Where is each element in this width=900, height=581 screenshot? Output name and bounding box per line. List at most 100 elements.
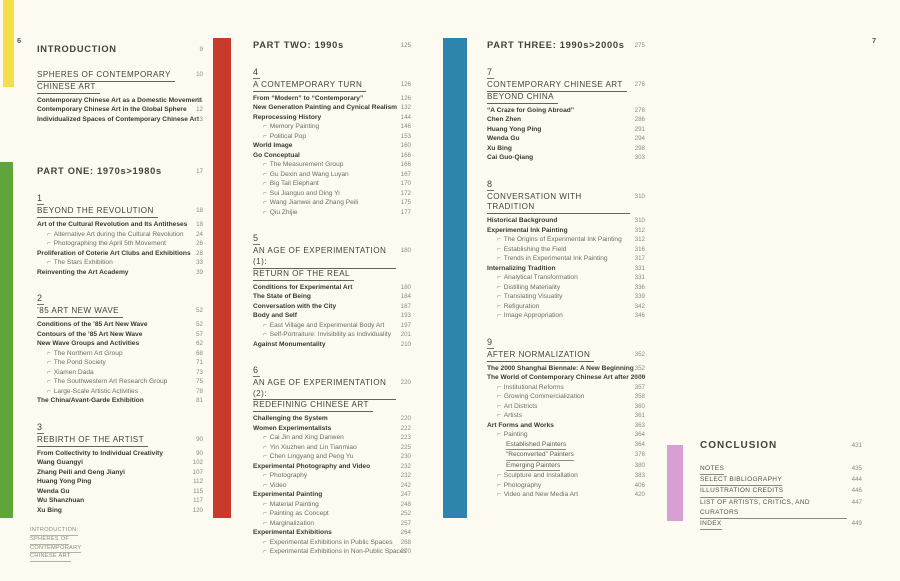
- return-arrow-icon: ⌐: [263, 180, 267, 188]
- chapter-title-row: REBIRTH OF THE ARTIST 90: [37, 435, 203, 447]
- page-number: 447: [851, 498, 862, 506]
- chapter-title-row: A CONTEMPORARY TURN 126: [253, 80, 411, 92]
- page-number: 39: [196, 268, 203, 276]
- toc-entry-label: Video and New Media Art: [503, 491, 579, 499]
- toc-entry-label: Big Tail Elephant: [269, 180, 319, 188]
- toc-entry: ⌐ The Southwestern Art Research Group 75: [37, 377, 203, 387]
- chapter-block: 5 AN AGE OF EXPERIMENTATION (1): RETURN OF…: [253, 232, 411, 349]
- toc-entry-label: Experimental Exhibitions: [253, 529, 332, 537]
- page-number: 62: [196, 340, 203, 348]
- toc-entry-label: Experimental Exhibitions in Non-Public S…: [269, 548, 407, 556]
- toc-entry: ⌐ Political Pop 153: [253, 132, 411, 142]
- chapter-title-row: BEYOND THE REVOLUTION 18: [37, 206, 203, 219]
- chapter-number: 4: [253, 67, 260, 79]
- toc-entry-label: Wang Guangyi: [37, 459, 83, 467]
- toc-entry: Women Experimentalists 222: [253, 424, 411, 434]
- page-number: 357: [634, 383, 645, 391]
- toc-entry-label: The Origins of Experimental Ink Painting: [503, 236, 622, 244]
- part-heading-label: INTRODUCTION: [37, 44, 117, 54]
- return-arrow-icon: ⌐: [263, 208, 267, 216]
- return-arrow-icon: ⌐: [47, 359, 51, 367]
- toc-entry: Huang Yong Ping 112: [37, 477, 203, 487]
- part-heading: PART TWO: 1990s 125: [253, 40, 411, 51]
- toc-entry: Contemporary Chinese Art in the Global S…: [37, 105, 203, 115]
- toc-entry-label: Conversation with the City: [253, 302, 337, 310]
- page-number: 431: [851, 442, 862, 449]
- toc-entry: ⌐ Experimental Exhibitions in Public Spac…: [253, 538, 411, 548]
- page-number: 193: [400, 312, 411, 320]
- page-number: 180: [400, 247, 411, 255]
- chapter-number: 1: [37, 193, 44, 206]
- chapter-block: 9 AFTER NORMALIZATION 352 The 2000 Shanghai…: [487, 336, 645, 500]
- page-number: 291: [634, 125, 645, 133]
- chapter-title: SPHERES OF CONTEMPORARY CHINESE ART: [37, 70, 175, 94]
- toc-entry: ⌐ Painting as Concept 252: [253, 509, 411, 519]
- chapter-title-line: REBIRTH OF THE ARTIST: [37, 435, 149, 447]
- toc-entry-label: Photography: [503, 481, 542, 489]
- page-number: 18: [196, 221, 203, 229]
- toc-entry: ⌐ Gu Dexin and Wang Luyan 167: [253, 170, 411, 180]
- page-number: 444: [851, 476, 862, 484]
- page-number: 170: [400, 180, 411, 188]
- page-number: 90: [196, 449, 203, 457]
- toc-entry-label: Growing Commercialization: [503, 393, 585, 401]
- toc-entry-label: Against Monumentality: [253, 340, 326, 348]
- toc-entry: ⌐ Video 242: [253, 481, 411, 491]
- page-number: 71: [196, 359, 203, 367]
- return-arrow-icon: ⌐: [263, 453, 267, 461]
- toc-entry: Cai Guo-Qiang 303: [487, 153, 645, 163]
- toc-entry: Against Monumentality 210: [253, 340, 411, 350]
- page-number: 166: [400, 151, 411, 159]
- page-number: 364: [634, 440, 645, 448]
- toc-entry-label: Proliferation of Coterie Art Clubs and E…: [37, 249, 191, 257]
- page-number: 358: [634, 393, 645, 401]
- toc-entry: Individualized Spaces of Contemporary Ch…: [37, 115, 203, 125]
- toc-entry: ⌐ Artists 361: [487, 411, 645, 421]
- toc-entry-label: New Generation Painting and Cynical Real…: [253, 104, 398, 112]
- page-number: 115: [193, 487, 203, 495]
- page-number: 26: [196, 240, 203, 248]
- page-number: 232: [400, 472, 411, 480]
- chapter-title-line: CHINESE ART: [37, 82, 100, 94]
- chapter-block: 6 AN AGE OF EXPERIMENTATION (2): REDEFININ…: [253, 364, 411, 557]
- toc-entry-label: Self-Portraiture: Invisibility as Indivi…: [269, 331, 392, 339]
- chapter-title-line: CONTEMPORARY CHINESE ART: [487, 80, 627, 92]
- toc-entry-label: Wang Jianwei and Zhang Peili: [269, 199, 359, 207]
- toc-entry: ⌐ Large-Scale Artistic Activities 78: [37, 387, 203, 397]
- chapter-title-line: BEYOND THE REVOLUTION: [37, 206, 158, 219]
- toc-entry: Art Forms and Works 363: [487, 421, 645, 431]
- page-number: 13: [196, 115, 203, 123]
- toc-entry-label: The 2000 Shanghai Biennale: A New Beginn…: [487, 364, 634, 372]
- toc-entry: ⌐ Photography 406: [487, 481, 645, 491]
- return-arrow-icon: ⌐: [263, 199, 267, 207]
- toc-entry-label: Conditions of the ’85 Art New Wave: [37, 321, 148, 329]
- page-number: 303: [634, 154, 645, 162]
- toc-entry-label: “Reconverted” Painters: [506, 450, 574, 461]
- chapter-block: 2’85 ART NEW WAVE 52 Conditions of the ’85…: [37, 292, 203, 405]
- toc-entry: ⌐ Wang Jianwei and Zhang Peili 175: [253, 198, 411, 208]
- backmatter-item: INDEX 449: [700, 519, 862, 531]
- page-number: 331: [634, 274, 645, 282]
- toc-entry: ⌐ Photography 232: [253, 471, 411, 481]
- toc-entry: Experimental Painting 247: [253, 490, 411, 500]
- toc-entry: ⌐ Sculpture and Installation 383: [487, 471, 645, 481]
- chapter-title-row: AN AGE OF EXPERIMENTATION (1): RETURN OF …: [253, 246, 411, 281]
- toc-column-3: PART THREE: 1990s>2000s 275 7 CONTEMPORARY …: [487, 40, 645, 500]
- page-number: 126: [400, 94, 411, 102]
- toc-entry: ⌐ Distilling Materiality 336: [487, 283, 645, 293]
- toc-entry: Art of the Cultural Revolution and Its A…: [37, 220, 203, 230]
- toc-entry: Contours of the ’85 Art New Wave 57: [37, 330, 203, 340]
- toc-entry-label: The State of Being: [253, 293, 311, 301]
- return-arrow-icon: ⌐: [497, 472, 501, 480]
- return-arrow-icon: ⌐: [497, 481, 501, 489]
- toc-entry: ⌐ Material Painting 248: [253, 500, 411, 510]
- backmatter-item-label: INDEX: [700, 519, 722, 531]
- toc-entry-label: Yin Xiuzhen and Lin Tianmiao: [269, 443, 357, 451]
- page-number: 75: [196, 378, 203, 386]
- chapter-title-line: BEYOND CHINA: [487, 92, 559, 104]
- toc-entry: ⌐ Marginalization 257: [253, 519, 411, 529]
- toc-entry: Reprocessing History 144: [253, 113, 411, 123]
- toc-entry: Established Painters 364: [487, 440, 645, 451]
- page-number: 310: [634, 217, 645, 225]
